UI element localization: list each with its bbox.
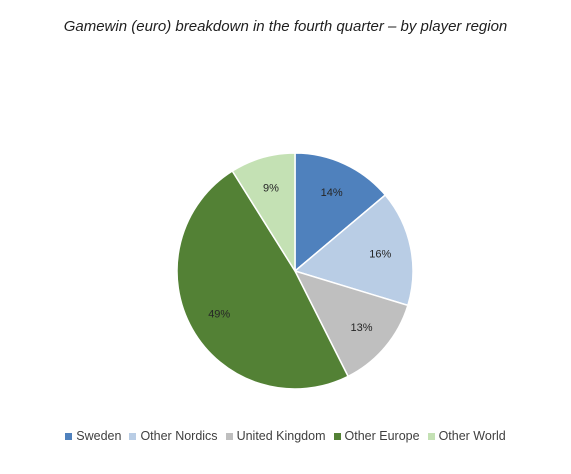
pie-slice-other-nordics xyxy=(293,193,414,307)
pie-slice-other-world xyxy=(231,152,296,274)
chart-title: Gamewin (euro) breakdown in the fourth q… xyxy=(63,18,508,35)
legend-swatch xyxy=(225,432,233,440)
data-label-other-nordics: 16% xyxy=(369,249,391,261)
legend-label: Other Europe xyxy=(344,429,420,443)
legend-item-sweden: Sweden xyxy=(65,429,121,443)
legend-item-other-world: Other World xyxy=(427,429,506,443)
pie-slice-other-europe xyxy=(176,169,350,390)
legend-swatch xyxy=(129,432,137,440)
pie-slice-sweden xyxy=(294,152,387,273)
legend-item-other-europe: Other Europe xyxy=(333,429,420,443)
data-label-sweden: 14% xyxy=(321,187,343,199)
legend-swatch xyxy=(427,432,435,440)
legend-swatch xyxy=(333,432,341,440)
legend-label: Other World xyxy=(438,429,506,443)
legend-item-united-kingdom: United Kingdom xyxy=(225,429,326,443)
legend-swatch xyxy=(65,432,73,440)
legend-label: Other Nordics xyxy=(140,429,218,443)
pie-slices xyxy=(176,152,414,390)
legend-label: United Kingdom xyxy=(236,429,326,443)
data-label-other-world: 9% xyxy=(263,182,279,194)
pie-slice-labels: 14% 16% 13% 49% 9% xyxy=(208,182,391,334)
legend-item-other-nordics: Other Nordics xyxy=(129,429,218,443)
pie-slice-united-kingdom xyxy=(293,269,409,378)
data-label-other-europe: 49% xyxy=(208,309,230,321)
chart-legend: Sweden Other Nordics United Kingdom Othe… xyxy=(0,429,571,443)
legend-label: Sweden xyxy=(76,429,122,443)
data-label-united-kingdom: 13% xyxy=(351,322,373,334)
